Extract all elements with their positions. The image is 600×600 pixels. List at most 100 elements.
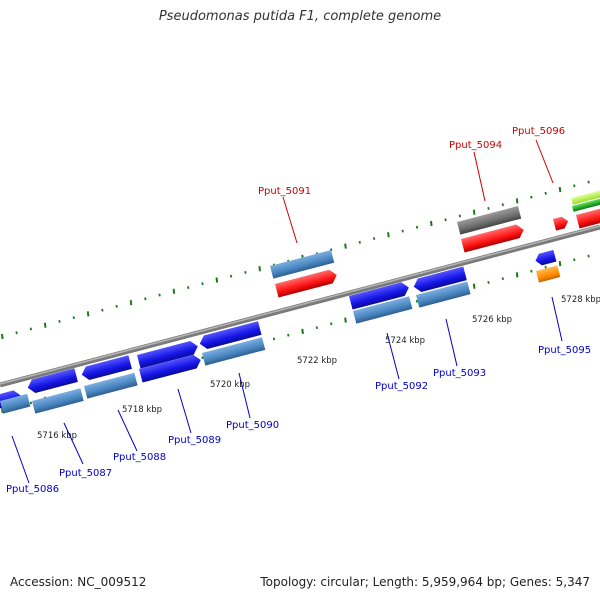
tick-mark <box>372 237 376 241</box>
gene-5090-feature[interactable] <box>198 321 262 350</box>
gene-label-5087[interactable]: Pput_5087 <box>59 468 112 479</box>
gene-5095-feature[interactable] <box>534 249 557 267</box>
gene-5093-lower-feature[interactable] <box>416 281 471 308</box>
tick-mark <box>587 180 590 184</box>
tick-mark <box>43 322 47 328</box>
scale-label-5716: 5716 kbp <box>37 431 77 441</box>
gene-5094-feature[interactable] <box>461 223 525 253</box>
gene-5089-feature[interactable] <box>137 340 200 369</box>
tick-mark <box>315 326 319 330</box>
tick-mark <box>158 293 161 297</box>
tick-mark <box>29 327 33 331</box>
scale-label-5718: 5718 kbp <box>122 405 162 415</box>
tick-mark <box>515 198 519 204</box>
gene-features <box>0 187 600 414</box>
gene-5092-feature[interactable] <box>349 281 411 310</box>
tick-mark <box>272 337 276 341</box>
gene-5096-feature[interactable] <box>553 215 570 231</box>
gene-label-5091[interactable]: Pput_5091 <box>258 186 311 197</box>
gene-5091-upper-feature[interactable] <box>270 250 335 279</box>
gene-upper-red-edge-feature[interactable] <box>576 204 600 229</box>
tick-mark <box>444 218 447 222</box>
scale-label-5728: 5728 kbp <box>561 295 600 305</box>
tick-mark <box>515 272 519 278</box>
tick-mark <box>530 195 533 199</box>
gene-label-5088[interactable]: Pput_5088 <box>113 452 166 463</box>
tick-mark <box>401 229 404 233</box>
gene-5087-lower-feature[interactable] <box>32 388 84 414</box>
tick-mark <box>101 308 104 312</box>
tick-mark <box>215 277 219 283</box>
tick-mark <box>387 232 390 238</box>
gene-5094-upper-feature[interactable] <box>457 206 522 235</box>
tick-mark <box>573 258 576 262</box>
tick-mark <box>458 214 462 218</box>
tick-mark <box>86 311 90 317</box>
scale-label-5720: 5720 kbp <box>210 380 250 390</box>
gene-label-5093[interactable]: Pput_5093 <box>433 368 486 379</box>
tick-mark <box>244 270 247 274</box>
tick-mark <box>201 282 204 286</box>
gene-orange-feature[interactable] <box>536 265 561 283</box>
tick-mark <box>330 322 333 326</box>
genome-backbone <box>0 224 600 388</box>
genome-summary-text: Topology: circular; Length: 5,959,964 bp… <box>260 575 590 589</box>
gene-label-5092[interactable]: Pput_5092 <box>375 381 428 392</box>
tick-mark <box>15 331 18 335</box>
tick-mark <box>330 248 333 252</box>
tick-mark <box>472 283 476 289</box>
scale-label-5722: 5722 kbp <box>297 356 337 366</box>
tick-mark <box>415 299 419 303</box>
tick-mark <box>501 203 504 207</box>
tick-mark <box>487 206 490 210</box>
tick-mark <box>544 265 547 269</box>
gene-5089-lower-feature[interactable] <box>139 353 203 383</box>
tick-mark <box>430 220 433 227</box>
scale-label-5726: 5726 kbp <box>472 315 512 325</box>
gene-5088-feature[interactable] <box>80 355 132 381</box>
tick-mark <box>29 401 33 405</box>
tick-mark <box>501 277 504 281</box>
gene-label-5096[interactable]: Pput_5096 <box>512 126 565 137</box>
tick-mark <box>358 240 361 244</box>
tick-mark <box>1 333 4 340</box>
gene-lower-left-feature[interactable] <box>0 393 31 414</box>
tick-mark <box>172 288 176 294</box>
tick-mark <box>344 243 347 249</box>
tick-mark <box>558 260 562 267</box>
tick-mark <box>472 209 476 215</box>
gene-label-5086[interactable]: Pput_5086 <box>6 484 59 495</box>
tick-mark <box>573 184 576 188</box>
genome-backbone-highlight <box>0 225 600 385</box>
tick-mark <box>58 319 61 323</box>
gene-5087-feature[interactable] <box>26 368 78 394</box>
tick-mark <box>258 266 261 272</box>
gene-label-5090[interactable]: Pput_5090 <box>226 420 279 431</box>
scale-label-5724: 5724 kbp <box>385 336 425 346</box>
tick-mark <box>144 297 147 301</box>
tick-mark <box>587 254 590 258</box>
gene-label-5094[interactable]: Pput_5094 <box>449 140 502 151</box>
tick-mark <box>415 225 419 229</box>
gene-5088-lower-feature[interactable] <box>84 372 138 399</box>
gene-label-5089[interactable]: Pput_5089 <box>168 435 221 446</box>
gene-upper-lime-feature[interactable] <box>571 187 600 205</box>
tick-mark <box>201 356 204 360</box>
tick-mark <box>544 191 547 195</box>
tick-mark <box>72 316 75 320</box>
tick-mark <box>287 333 290 337</box>
gene-label-5095[interactable]: Pput_5095 <box>538 345 591 356</box>
tick-mark <box>115 304 118 308</box>
tick-mark <box>530 269 533 273</box>
gene-5091-feature[interactable] <box>275 268 339 298</box>
gene-5090-lower-feature[interactable] <box>202 337 266 366</box>
tick-mark <box>301 328 304 335</box>
map-title: Pseudomonas putida F1, complete genome <box>158 9 442 24</box>
scale-labels: 5716 kbp 5718 kbp 5720 kbp 5722 kbp 5724… <box>37 295 600 441</box>
gene-upper-green-feature[interactable] <box>572 195 600 212</box>
gene-5093-feature[interactable] <box>412 266 467 294</box>
gene-5092-lower-feature[interactable] <box>353 296 413 324</box>
tick-mark <box>229 274 233 278</box>
